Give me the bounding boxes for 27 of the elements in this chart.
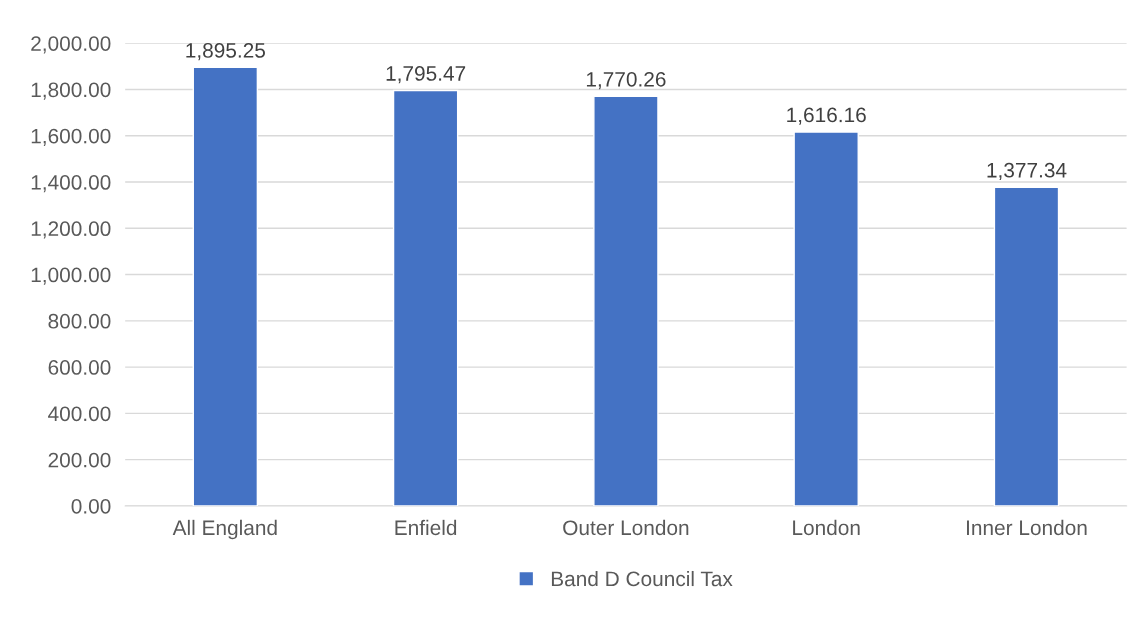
y-tick-label: 200.00: [48, 452, 111, 468]
bar: [392, 89, 459, 506]
data-label: 1,795.47: [386, 66, 466, 84]
legend-label: Band D Council Tax: [551, 570, 733, 587]
x-tick-label: Outer London: [563, 519, 689, 536]
data-label: 1,377.34: [987, 162, 1067, 181]
bar: [192, 66, 259, 506]
y-tick-label: 1,800.00: [31, 82, 111, 100]
x-tick-label: London: [793, 519, 860, 536]
y-tick-label: 600.00: [48, 360, 111, 375]
data-label: 1,895.25: [186, 43, 265, 61]
y-tick-label: 0.00: [71, 498, 111, 514]
y-tick-label: 2,000.00: [31, 36, 111, 54]
y-tick-label: 1,600.00: [31, 128, 111, 146]
data-label: 1,616.16: [787, 107, 866, 125]
bar: [593, 95, 659, 506]
x-tick-label: Enfield: [395, 519, 457, 536]
x-tick-label: All England: [172, 519, 277, 540]
y-tick-label: 1,000.00: [31, 267, 111, 285]
data-label: 1,770.26: [586, 71, 666, 90]
y-tick-label: 800.00: [48, 313, 111, 329]
y-tick-label: 400.00: [48, 406, 111, 422]
y-tick-label: 1,200.00: [31, 221, 111, 239]
bar: [993, 186, 1060, 506]
bar: [793, 131, 859, 506]
y-tick-label: 1,400.00: [31, 175, 111, 193]
x-tick-label: Inner London: [967, 519, 1087, 536]
